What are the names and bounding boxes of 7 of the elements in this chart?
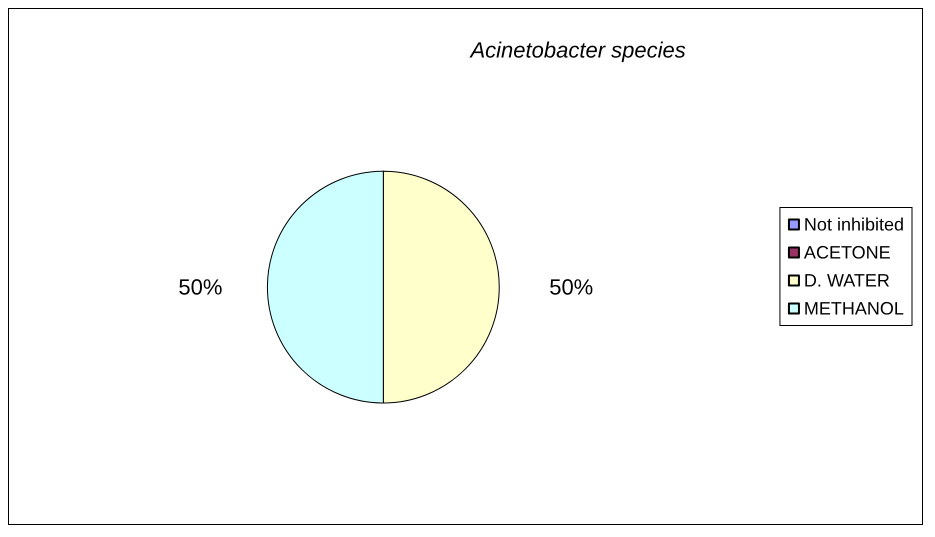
data-label: 50%	[178, 274, 222, 300]
legend-label: METHANOL	[804, 298, 904, 318]
legend-label: D. WATER	[804, 270, 890, 290]
chart-title: Acinetobacter species	[468, 38, 686, 62]
legend-label: ACETONE	[804, 242, 891, 262]
legend-label: Not inhibited	[804, 214, 904, 234]
data-label: 50%	[549, 274, 594, 300]
